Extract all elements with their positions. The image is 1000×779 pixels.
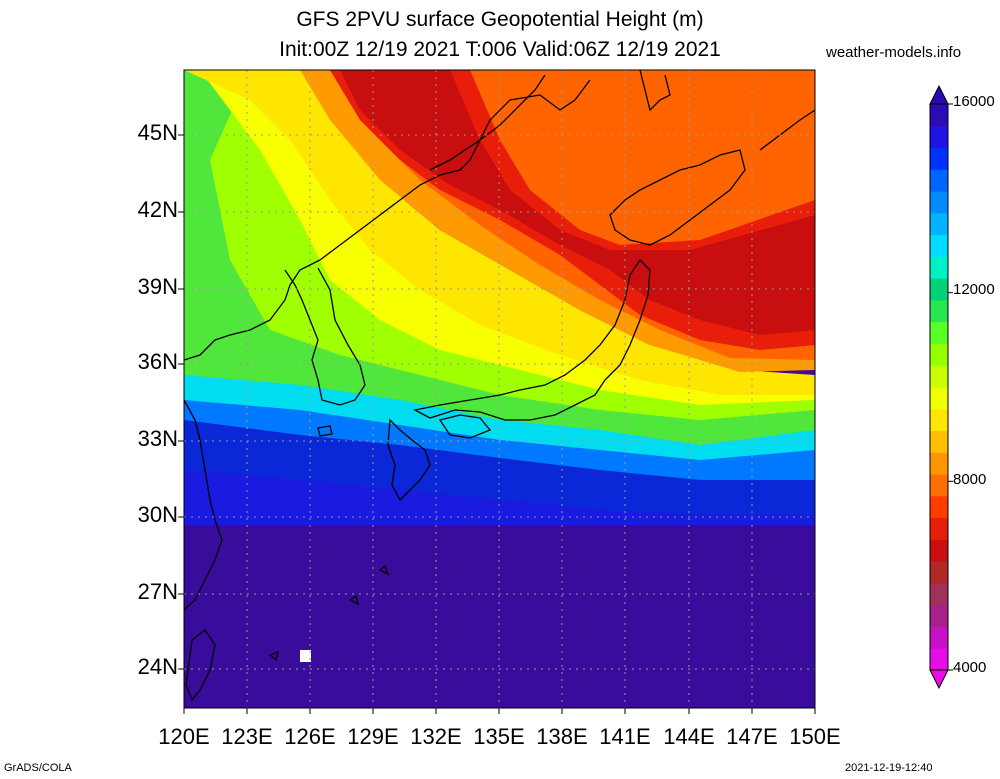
colorbar bbox=[929, 84, 953, 690]
lat-label-42n: 42N bbox=[137, 197, 178, 222]
colorbar-segment bbox=[930, 626, 948, 649]
colorbar-segment bbox=[930, 191, 948, 214]
coastline-sakhalin bbox=[639, 70, 671, 112]
colorbar-segment bbox=[930, 561, 948, 584]
site-credit: weather-models.info bbox=[826, 44, 962, 61]
gridlines bbox=[184, 70, 815, 708]
map-subtitle: Init:00Z 12/19 2021 T:006 Valid:06Z 12/1… bbox=[279, 38, 721, 61]
colorbar-segment bbox=[930, 408, 948, 432]
colorbar-segment bbox=[930, 474, 948, 497]
field-south-blue bbox=[184, 470, 815, 525]
coastline-russia bbox=[429, 74, 546, 171]
coastline-ryukyu-3 bbox=[268, 650, 279, 662]
lon-label-120e: 120E bbox=[158, 724, 210, 749]
coastlines bbox=[184, 70, 815, 702]
coastline-taiwan bbox=[185, 629, 216, 702]
field-dark-red-core bbox=[340, 70, 815, 335]
coastline-jeju bbox=[317, 425, 333, 437]
colorbar-segment bbox=[930, 582, 948, 606]
lon-label-126e: 126E bbox=[284, 724, 336, 749]
colorbar-segment bbox=[930, 604, 948, 627]
tick-marks bbox=[178, 134, 816, 714]
lat-label-36n: 36N bbox=[137, 349, 178, 374]
colorbar-label-8000: 8000 bbox=[953, 471, 987, 488]
lon-label-135e: 135E bbox=[473, 724, 525, 749]
footer-timestamp: 2021-12-19-12:40 bbox=[845, 762, 933, 774]
colorbar-segment bbox=[930, 539, 948, 562]
coastline-honshu bbox=[413, 258, 651, 421]
lon-label-144e: 144E bbox=[663, 724, 715, 749]
colorbar-min-arrow bbox=[929, 669, 949, 690]
lon-label-123e: 123E bbox=[221, 724, 273, 749]
colorbar-segment bbox=[930, 343, 948, 366]
colorbar-segment bbox=[930, 452, 948, 475]
coastline-ryukyu-1 bbox=[348, 594, 359, 606]
colorbar-segment bbox=[930, 104, 948, 127]
colorbar-segment bbox=[930, 495, 948, 519]
lon-label-141e: 141E bbox=[599, 724, 651, 749]
coastline-hokkaido bbox=[609, 149, 746, 246]
lon-label-132e: 132E bbox=[410, 724, 462, 749]
lat-label-24n: 24N bbox=[137, 654, 178, 679]
height-field bbox=[184, 70, 815, 708]
lon-label-129e: 129E bbox=[347, 724, 399, 749]
colorbar-segment bbox=[930, 234, 948, 257]
lat-label-33n: 33N bbox=[137, 426, 178, 451]
colorbar-segment bbox=[930, 648, 948, 671]
colorbar-segment bbox=[930, 147, 948, 170]
colorbar-label-16000: 16000 bbox=[953, 93, 995, 110]
lon-label-138e: 138E bbox=[536, 724, 588, 749]
coastline-china-south bbox=[184, 399, 223, 611]
colorbar-segment bbox=[930, 387, 948, 410]
colorbar-segment bbox=[930, 125, 948, 149]
field-yellow-north bbox=[184, 70, 815, 395]
lat-label-39n: 39N bbox=[137, 274, 178, 299]
colorbar-segment bbox=[930, 365, 948, 388]
lon-label-150e: 150E bbox=[789, 724, 841, 749]
colorbar-max-arrow bbox=[929, 84, 949, 105]
lat-label-45n: 45N bbox=[137, 120, 178, 145]
coastline-ryukyu-2 bbox=[378, 564, 390, 576]
missing-data-box bbox=[300, 650, 311, 662]
coastline-kurils bbox=[759, 109, 815, 151]
colorbar-segment bbox=[930, 212, 948, 236]
colorbar-segment bbox=[930, 256, 948, 279]
footer-software: GrADS/COLA bbox=[4, 762, 72, 774]
colorbar-segment bbox=[930, 278, 948, 301]
coastline-kyushu bbox=[387, 418, 431, 502]
colorbar-segment bbox=[930, 321, 948, 344]
lat-label-30n: 30N bbox=[137, 502, 178, 527]
coastline-china bbox=[184, 79, 591, 361]
coastline-korea bbox=[284, 267, 366, 406]
colorbar-frame bbox=[929, 103, 949, 671]
colorbar-label-4000: 4000 bbox=[953, 659, 987, 676]
lon-label-147e: 147E bbox=[726, 724, 778, 749]
colorbar-segment bbox=[930, 430, 948, 453]
map-title: GFS 2PVU surface Geopotential Height (m) bbox=[296, 8, 704, 31]
lat-label-27n: 27N bbox=[137, 579, 178, 604]
colorbar-segment bbox=[930, 299, 948, 323]
colorbar-segment bbox=[930, 517, 948, 540]
coastline-shikoku bbox=[438, 414, 492, 439]
colorbar-label-12000: 12000 bbox=[953, 281, 995, 298]
colorbar-segment bbox=[930, 169, 948, 192]
